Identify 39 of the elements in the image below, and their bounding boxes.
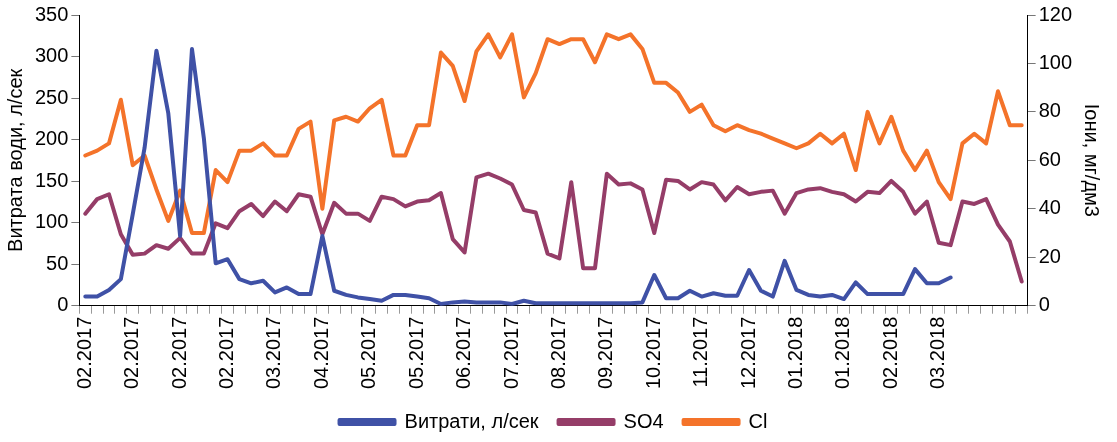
y-tick-label: 250 bbox=[34, 85, 69, 108]
y-tick-label: 200 bbox=[34, 127, 69, 150]
y2-axis-title: Іони, мг/дм3 bbox=[1081, 103, 1104, 217]
x-tick-label: 01.2018 bbox=[784, 316, 807, 389]
x-tick-label: 04.2017 bbox=[309, 316, 332, 389]
y2-tick-label: 60 bbox=[1038, 147, 1061, 170]
x-tick-label: 08.2017 bbox=[546, 316, 569, 389]
x-tick-label: 03.2017 bbox=[262, 316, 285, 389]
y-tick-label: 50 bbox=[46, 251, 69, 274]
y2-tick-label: 20 bbox=[1038, 244, 1061, 267]
x-tick-label: 02.2017 bbox=[215, 316, 238, 389]
y-tick-label: 150 bbox=[34, 168, 69, 191]
y-tick-label: 300 bbox=[34, 44, 69, 67]
y-axis-title: Витрата води, л/сек bbox=[3, 68, 26, 252]
x-tick-label: 12.2017 bbox=[736, 316, 759, 389]
x-tick-label: 10.2017 bbox=[641, 316, 664, 389]
legend-label: Cl bbox=[748, 409, 768, 432]
x-tick-label: 11.2017 bbox=[689, 316, 712, 388]
x-tick-label: 02.2017 bbox=[72, 316, 95, 389]
y2-tick-label: 100 bbox=[1038, 50, 1073, 73]
x-tick-label: 05.2017 bbox=[357, 316, 380, 389]
y2-tick-label: 0 bbox=[1038, 293, 1050, 316]
legend-label: Витрати, л/сек bbox=[404, 409, 539, 432]
x-tick-label: 09.2017 bbox=[594, 316, 617, 389]
x-tick-label: 07.2017 bbox=[499, 316, 522, 389]
y2-tick-label: 40 bbox=[1038, 196, 1061, 219]
x-tick-label: 02.2018 bbox=[878, 316, 901, 389]
x-tick-label: 06.2017 bbox=[452, 316, 475, 389]
x-tick-label: 05.2017 bbox=[404, 316, 427, 389]
x-tick-label: 01.2018 bbox=[831, 316, 854, 389]
y2-tick-label: 120 bbox=[1038, 2, 1073, 25]
legend-label: SO4 bbox=[623, 409, 664, 432]
x-tick-label: 02.2017 bbox=[167, 316, 190, 389]
x-tick-label: 02.2017 bbox=[120, 316, 143, 389]
y-tick-label: 100 bbox=[34, 210, 69, 233]
y2-tick-label: 80 bbox=[1038, 99, 1061, 122]
x-tick-label: 03.2018 bbox=[926, 316, 949, 389]
y-tick-label: 0 bbox=[57, 293, 69, 316]
y-tick-label: 350 bbox=[34, 2, 69, 25]
